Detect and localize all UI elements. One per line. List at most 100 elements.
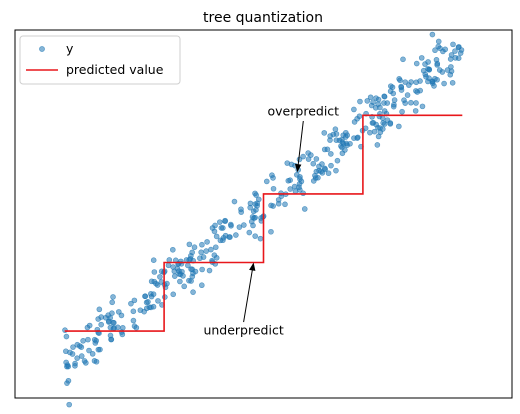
scatter-point bbox=[436, 44, 441, 49]
scatter-point bbox=[82, 358, 87, 363]
scatter-point bbox=[450, 80, 455, 85]
scatter-point bbox=[199, 242, 204, 247]
scatter-point bbox=[371, 120, 376, 125]
scatter-point bbox=[335, 158, 340, 163]
scatter-point bbox=[106, 313, 111, 318]
scatter-point bbox=[297, 187, 302, 192]
scatter-point bbox=[66, 378, 71, 383]
scatter-point bbox=[426, 59, 431, 64]
scatter-point bbox=[247, 230, 252, 235]
scatter-point bbox=[322, 130, 327, 135]
scatter-point bbox=[217, 220, 222, 225]
scatter-point bbox=[94, 359, 99, 364]
scatter-point bbox=[93, 341, 98, 346]
scatter-point bbox=[442, 81, 447, 86]
scatter-point bbox=[253, 215, 258, 220]
scatter-point bbox=[343, 130, 348, 135]
scatter-point bbox=[189, 267, 194, 272]
scatter-point bbox=[388, 84, 393, 89]
scatter-point bbox=[414, 100, 419, 105]
scatter-point bbox=[155, 298, 160, 303]
scatter-point bbox=[97, 307, 102, 312]
scatter-point bbox=[151, 304, 156, 309]
scatter-point bbox=[425, 79, 430, 84]
scatter-point bbox=[367, 130, 372, 135]
scatter-point bbox=[357, 99, 362, 104]
scatter-point bbox=[131, 309, 136, 314]
scatter-point bbox=[207, 268, 212, 273]
scatter-point bbox=[423, 72, 428, 77]
scatter-point bbox=[197, 256, 202, 261]
scatter-point bbox=[292, 184, 297, 189]
scatter-point bbox=[232, 199, 237, 204]
scatter-point bbox=[375, 142, 380, 147]
scatter-point bbox=[413, 108, 418, 113]
scatter-point bbox=[70, 351, 75, 356]
scatter-point bbox=[255, 201, 260, 206]
scatter-point bbox=[248, 205, 253, 210]
scatter-point bbox=[111, 294, 116, 299]
scatter-point bbox=[63, 349, 68, 354]
scatter-point bbox=[319, 169, 324, 174]
scatter-point bbox=[96, 347, 101, 352]
scatter-point bbox=[200, 267, 205, 272]
scatter-point bbox=[276, 197, 281, 202]
scatter-point bbox=[111, 320, 116, 325]
scatter-point bbox=[152, 270, 157, 275]
scatter-point bbox=[151, 292, 156, 297]
scatter-point bbox=[199, 250, 204, 255]
scatter-point bbox=[81, 338, 86, 343]
scatter-point bbox=[378, 126, 383, 131]
scatter-point bbox=[430, 81, 435, 86]
scatter-point bbox=[316, 164, 321, 169]
scatter-point bbox=[258, 236, 263, 241]
scatter-point bbox=[205, 239, 210, 244]
scatter-point bbox=[396, 124, 401, 129]
scatter-point bbox=[425, 66, 430, 71]
scatter-point bbox=[269, 203, 274, 208]
scatter-point bbox=[218, 238, 223, 243]
scatter-point bbox=[166, 263, 171, 268]
scatter-point bbox=[347, 141, 352, 146]
scatter-point bbox=[154, 281, 159, 286]
scatter-point bbox=[186, 278, 191, 283]
scatter-point bbox=[172, 274, 177, 279]
scatter-point bbox=[434, 57, 439, 62]
legend-label-y: y bbox=[66, 41, 74, 56]
scatter-point bbox=[376, 97, 381, 102]
scatter-point bbox=[414, 80, 419, 85]
scatter-point bbox=[170, 247, 175, 252]
scatter-point bbox=[75, 356, 80, 361]
scatter-point bbox=[239, 210, 244, 215]
scatter-point bbox=[96, 317, 101, 322]
scatter-point bbox=[392, 98, 397, 103]
scatter-point bbox=[131, 318, 136, 323]
scatter-point bbox=[143, 294, 148, 299]
scatter-point bbox=[241, 223, 246, 228]
scatter-point bbox=[365, 98, 370, 103]
scatter-point bbox=[229, 223, 234, 228]
scatter-point bbox=[192, 245, 197, 250]
scatter-point bbox=[337, 138, 342, 143]
scatter-point bbox=[418, 88, 423, 93]
scatter-point bbox=[448, 57, 453, 62]
scatter-point bbox=[64, 360, 69, 365]
scatter-point bbox=[177, 269, 182, 274]
scatter-point bbox=[385, 101, 390, 106]
scatter-point bbox=[406, 83, 411, 88]
scatter-point bbox=[451, 42, 456, 47]
scatter-point bbox=[286, 178, 291, 183]
scatter-point bbox=[297, 174, 302, 179]
scatter-point bbox=[71, 345, 76, 350]
scatter-point bbox=[436, 39, 441, 44]
scatter-point bbox=[448, 72, 453, 77]
scatter-point bbox=[64, 334, 69, 339]
annotation-overpredict: overpredict bbox=[268, 104, 340, 119]
scatter-point bbox=[419, 55, 424, 60]
scatter-point bbox=[87, 348, 92, 353]
scatter-point bbox=[264, 179, 269, 184]
scatter-point bbox=[204, 249, 209, 254]
scatter-point bbox=[403, 101, 408, 106]
scatter-point bbox=[87, 323, 92, 328]
